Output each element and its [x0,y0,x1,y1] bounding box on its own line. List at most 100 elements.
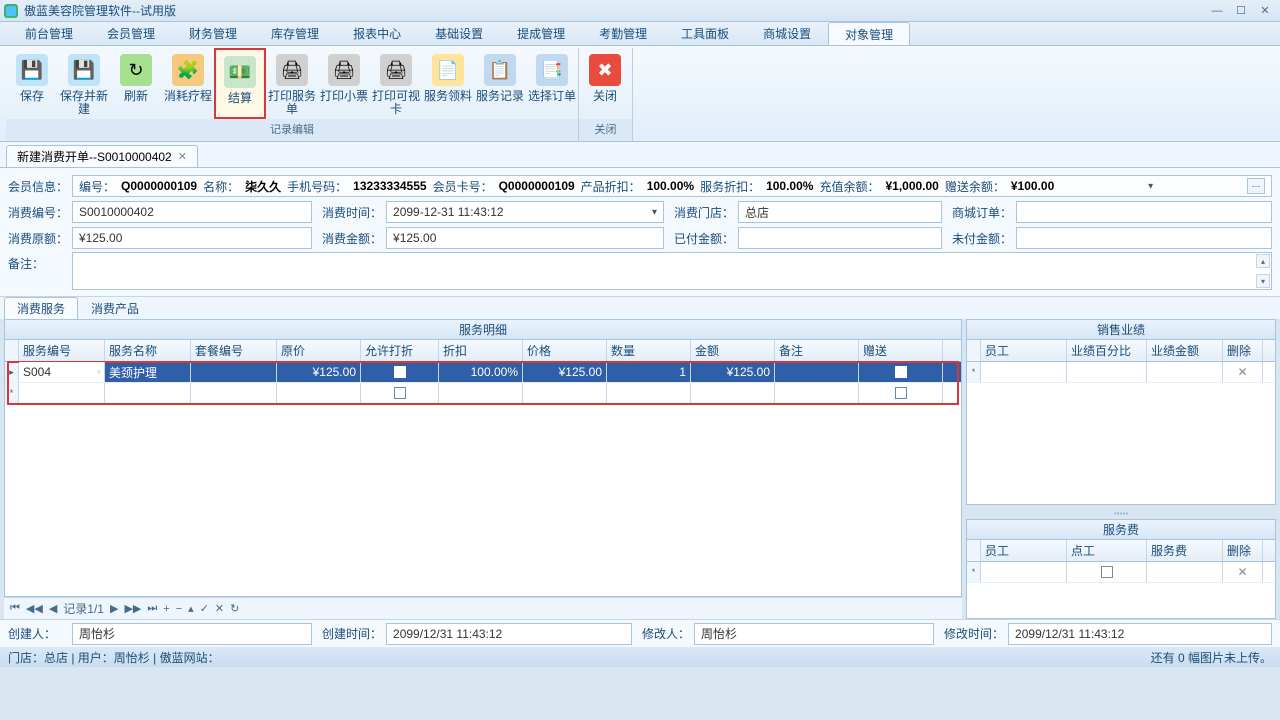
nav-cancel-button[interactable]: ✕ [215,602,224,615]
fee-grid: 服务费 员工点工服务费删除 * ✕ [966,519,1276,619]
column-header[interactable]: 套餐编号 [191,340,277,361]
maximize-button[interactable]: ☐ [1230,3,1252,19]
dropdown-icon[interactable]: ▾ [1148,181,1153,192]
ribbon-group-label-close: 关闭 [579,119,632,141]
menu-item-5[interactable]: 基础设置 [418,22,500,45]
store-input[interactable]: 总店 [738,201,942,223]
paid-input[interactable] [738,227,942,249]
nav-refresh-button[interactable]: ↻ [230,602,239,615]
menu-item-8[interactable]: 工具面板 [664,22,746,45]
column-header[interactable]: 价格 [523,340,607,361]
statusbar-left: 门店：总店 | 用户：周怡杉 | 傲蓝网站： [8,649,220,666]
mall-order-input[interactable] [1016,201,1272,223]
table-row[interactable]: ▸S004美颈护理¥125.00100.00%¥125.001¥125.00 [5,362,961,383]
nav-next-button[interactable]: ▶ [110,602,118,615]
table-row[interactable]: * ✕ [967,362,1275,383]
nav-check-button[interactable]: ✓ [200,602,209,615]
form-area: 会员信息： 编号：Q0000000109 名称：柒久久 手机号码：1323333… [0,168,1280,297]
ribbon-btn-1[interactable]: 💾保存并新建 [58,48,110,119]
nav-edit-button[interactable]: ▴ [188,602,194,615]
ribbon-btn-10[interactable]: 📑选择订单 [526,48,578,119]
member-info-bar: 编号：Q0000000109 名称：柒久久 手机号码：13233334555 会… [72,175,1272,197]
column-header[interactable]: 服务编号 [19,340,105,361]
creator-label: 创建人： [8,625,68,642]
column-header[interactable]: 允许打折 [361,340,439,361]
menu-item-9[interactable]: 商城设置 [746,22,828,45]
nav-next-page-button[interactable]: ▶▶ [124,602,141,615]
tab-close-icon[interactable]: ✕ [178,150,187,163]
sales-grid: 销售业绩 员工业绩百分比业绩金额删除 * ✕ [966,319,1276,505]
ribbon-group-label: 记录编辑 [6,119,578,141]
statusbar-right: 还有 0 幅图片未上传。 [1151,649,1272,666]
modify-time-input: 2099/12/31 11:43:12 [1008,623,1272,645]
delete-icon[interactable]: ✕ [1237,365,1247,379]
column-header[interactable]: 折扣 [439,340,523,361]
column-header[interactable]: 服务费 [1147,540,1223,561]
column-header[interactable]: 备注 [775,340,859,361]
column-header[interactable]: 原价 [277,340,361,361]
menu-item-2[interactable]: 财务管理 [172,22,254,45]
close-icon: ✖ [589,54,621,86]
modifier-label: 修改人： [642,625,690,642]
column-header[interactable]: 删除 [1223,340,1263,361]
checkbox-icon[interactable] [1101,566,1113,578]
nav-first-button[interactable]: ⏮ [10,602,20,615]
menu-item-4[interactable]: 报表中心 [336,22,418,45]
ribbon-btn-4[interactable]: 💵结算 [214,48,266,119]
mall-order-label: 商城订单： [952,204,1012,221]
column-header[interactable]: 金额 [691,340,775,361]
close-button[interactable]: ✖ 关闭 [579,48,631,119]
statusbar: 门店：总店 | 用户：周怡杉 | 傲蓝网站： 还有 0 幅图片未上传。 [0,647,1280,667]
column-header[interactable]: 业绩百分比 [1067,340,1147,361]
menu-item-1[interactable]: 会员管理 [90,22,172,45]
ribbon-btn-7[interactable]: 🖨打印可视卡 [370,48,422,119]
member-lookup-button[interactable]: ⋯ [1247,178,1265,194]
ribbon-btn-2[interactable]: ↻刷新 [110,48,162,119]
consume-time-input[interactable]: 2099-12-31 11:43:12 [386,201,664,223]
column-header[interactable]: 数量 [607,340,691,361]
column-header[interactable]: 员工 [981,540,1067,561]
ribbon: 💾保存💾保存并新建↻刷新🧩消耗疗程💵结算🖨打印服务单🖨打印小票🖨打印可视卡📄服务… [0,46,1280,142]
column-header[interactable]: 赠送 [859,340,943,361]
ribbon-btn-0[interactable]: 💾保存 [6,48,58,119]
menu-item-7[interactable]: 考勤管理 [582,22,664,45]
nav-prev-button[interactable]: ◀ [49,602,57,615]
amount-input[interactable]: ¥125.00 [386,227,664,249]
modifier-input: 周怡杉 [694,623,934,645]
modify-time-label: 修改时间： [944,625,1004,642]
ribbon-btn-8[interactable]: 📄服务领料 [422,48,474,119]
delete-icon[interactable]: ✕ [1237,565,1247,579]
consume-no-input[interactable]: S0010000402 [72,201,312,223]
minimize-button[interactable]: — [1206,3,1228,19]
column-header[interactable]: 点工 [1067,540,1147,561]
fee-grid-title: 服务费 [967,520,1275,540]
column-header[interactable]: 业绩金额 [1147,340,1223,361]
ribbon-btn-9[interactable]: 📋服务记录 [474,48,526,119]
nav-last-button[interactable]: ⏭ [147,602,157,615]
menu-item-0[interactable]: 前台管理 [8,22,90,45]
orig-amount-input[interactable]: ¥125.00 [72,227,312,249]
splitter[interactable]: ▪▪▪▪▪ [966,509,1276,515]
document-tab[interactable]: 新建消费开单--S0010000402 ✕ [6,145,198,167]
nav-prev-page-button[interactable]: ◀◀ [26,602,43,615]
column-header[interactable]: 员工 [981,340,1067,361]
remark-input[interactable]: ▴ ▾ [72,252,1272,290]
unpaid-input[interactable] [1016,227,1272,249]
menu-item-3[interactable]: 库存管理 [254,22,336,45]
scroll-down-icon[interactable]: ▾ [1256,274,1270,288]
close-window-button[interactable]: ✕ [1254,3,1276,19]
ribbon-btn-5[interactable]: 🖨打印服务单 [266,48,318,119]
scroll-up-icon[interactable]: ▴ [1256,254,1270,268]
nav-remove-button[interactable]: − [176,603,182,615]
ribbon-btn-3[interactable]: 🧩消耗疗程 [162,48,214,119]
table-row[interactable]: * ✕ [967,562,1275,583]
menu-item-10[interactable]: 对象管理 [828,22,910,45]
nav-add-button[interactable]: + [163,603,169,615]
column-header[interactable]: 服务名称 [105,340,191,361]
table-row[interactable]: * [5,383,961,404]
detail-tab-0[interactable]: 消费服务 [4,297,78,319]
detail-tab-1[interactable]: 消费产品 [78,297,152,319]
column-header[interactable]: 删除 [1223,540,1263,561]
menu-item-6[interactable]: 提成管理 [500,22,582,45]
ribbon-btn-6[interactable]: 🖨打印小票 [318,48,370,119]
